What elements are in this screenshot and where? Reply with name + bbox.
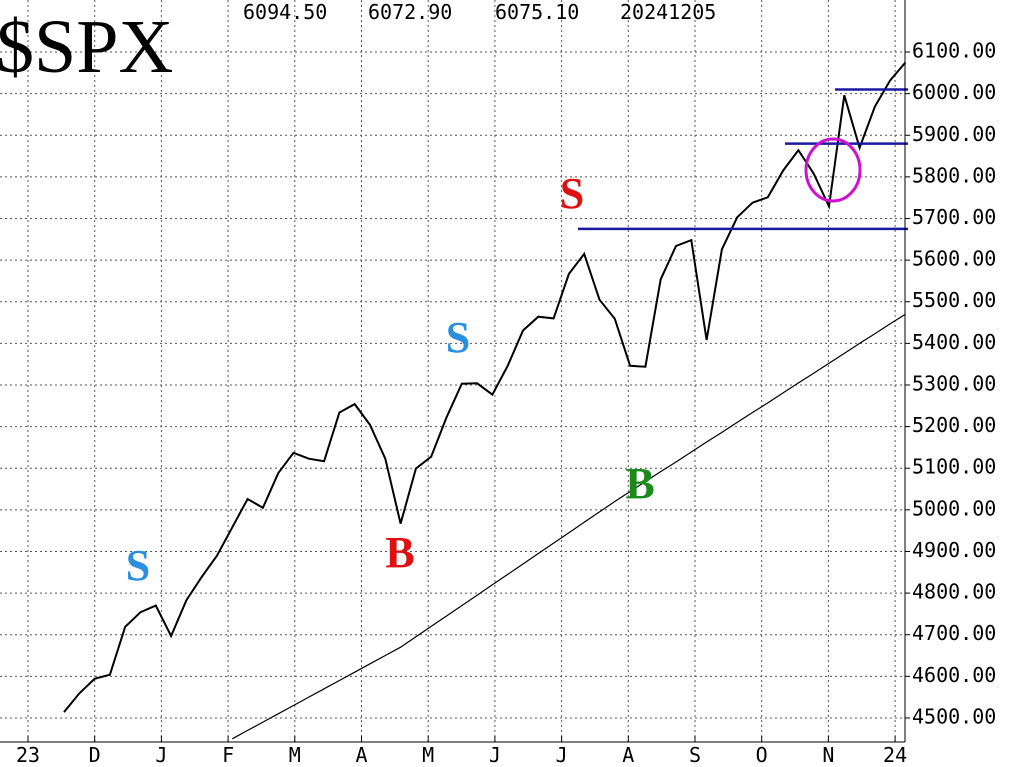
header-value: 20241205 <box>620 0 716 24</box>
signal-label: B <box>625 459 654 508</box>
y-tick-label: 5200.00 <box>912 413 996 437</box>
chart-title: $SPX <box>0 5 173 89</box>
y-tick-label: 5900.00 <box>912 122 996 146</box>
y-tick-label: 4900.00 <box>912 538 996 562</box>
x-tick-label: M <box>289 743 301 767</box>
x-tick-label: M <box>422 743 434 767</box>
x-tick-label: 24 <box>883 743 907 767</box>
y-tick-label: 5500.00 <box>912 288 996 312</box>
y-tick-label: 4700.00 <box>912 621 996 645</box>
y-tick-label: 5600.00 <box>912 247 996 271</box>
y-tick-label: 5100.00 <box>912 455 996 479</box>
signal-label: S <box>446 313 470 362</box>
x-tick-label: J <box>489 743 501 767</box>
plot <box>63 61 908 740</box>
x-tick-label: O <box>756 743 768 767</box>
x-tick-label: A <box>355 743 367 767</box>
y-tick-label: 4500.00 <box>912 704 996 728</box>
signal-label: B <box>385 528 414 577</box>
series-line <box>232 313 906 740</box>
x-tick-label: D <box>89 743 101 767</box>
header-value: 6072.90 <box>368 0 452 24</box>
x-tick-label: N <box>822 743 834 767</box>
grid <box>0 0 905 742</box>
y-tick-label: 4600.00 <box>912 663 996 687</box>
header-value: 6094.50 <box>243 0 327 24</box>
x-tick-label: J <box>556 743 568 767</box>
x-tick-label: S <box>689 743 701 767</box>
signal-label: S <box>560 169 584 218</box>
x-tick-label: J <box>155 743 167 767</box>
y-tick-label: 6000.00 <box>912 80 996 104</box>
signal-label: S <box>126 541 150 590</box>
series-line <box>63 61 907 713</box>
y-tick-label: 6100.00 <box>912 39 996 63</box>
y-tick-label: 5300.00 <box>912 371 996 395</box>
y-tick-label: 5000.00 <box>912 496 996 520</box>
x-tick-label: A <box>622 743 634 767</box>
header-value: 6075.10 <box>495 0 579 24</box>
y-tick-label: 5700.00 <box>912 205 996 229</box>
y-tick-label: 5800.00 <box>912 163 996 187</box>
x-tick-label: F <box>222 743 234 767</box>
y-tick-label: 4800.00 <box>912 580 996 604</box>
y-tick-label: 5400.00 <box>912 330 996 354</box>
x-tick-label: 23 <box>16 743 40 767</box>
highlight-circle <box>804 137 862 203</box>
